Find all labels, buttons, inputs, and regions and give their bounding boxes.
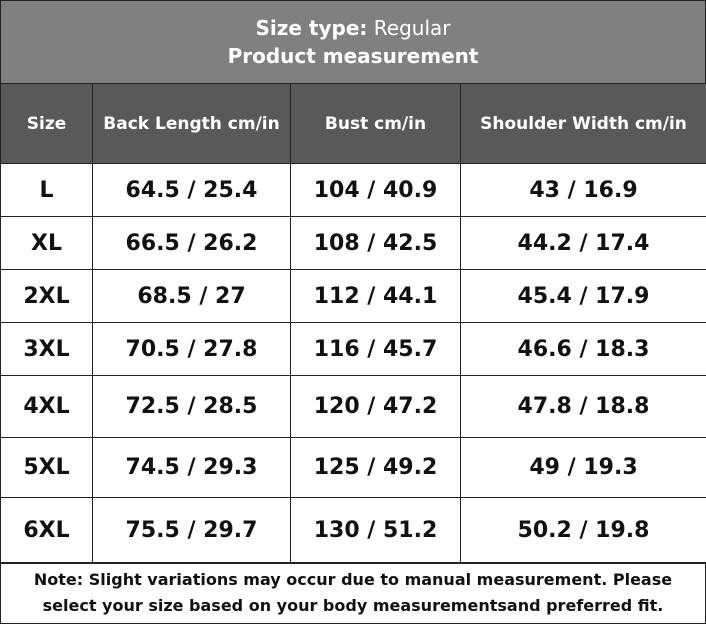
measurement-cell: 130 / 51.2 <box>290 497 461 564</box>
measurement-cell: 43 / 16.9 <box>460 163 706 217</box>
measurement-cell: 46.6 / 18.3 <box>460 322 706 376</box>
measurement-cell: 44.2 / 17.4 <box>460 216 706 270</box>
measurement-cell: 45.4 / 17.9 <box>460 269 706 323</box>
measurement-cell: 64.5 / 25.4 <box>92 163 291 217</box>
size-type-value: Regular <box>373 16 451 40</box>
measurement-cell: 68.5 / 27 <box>92 269 291 323</box>
size-cell: L <box>0 163 93 217</box>
size-cell: 5XL <box>0 437 93 498</box>
header-title: Product measurement <box>227 44 479 68</box>
size-cell: XL <box>0 216 93 270</box>
measurement-cell: 50.2 / 19.8 <box>460 497 706 564</box>
measurement-cell: 125 / 49.2 <box>290 437 461 498</box>
measurement-cell: 66.5 / 26.2 <box>92 216 291 270</box>
size-cell: 2XL <box>0 269 93 323</box>
measurement-cell: 72.5 / 28.5 <box>92 375 291 438</box>
measurement-cell: 75.5 / 29.7 <box>92 497 291 564</box>
measurement-cell: 49 / 19.3 <box>460 437 706 498</box>
column-header: Back Length cm/in <box>92 83 291 164</box>
measurement-cell: 70.5 / 27.8 <box>92 322 291 376</box>
header: Size type: Regular Product measurement <box>0 0 706 84</box>
measurement-cell: 112 / 44.1 <box>290 269 461 323</box>
size-cell: 3XL <box>0 322 93 376</box>
size-type-label: Size type: <box>255 16 368 40</box>
measurement-cell: 74.5 / 29.3 <box>92 437 291 498</box>
size-type: Size type: Regular <box>256 16 451 40</box>
measurement-cell: 120 / 47.2 <box>290 375 461 438</box>
column-header: Size <box>0 83 93 164</box>
measurement-cell: 116 / 45.7 <box>290 322 461 376</box>
size-cell: 6XL <box>0 497 93 564</box>
size-cell: 4XL <box>0 375 93 438</box>
measurement-cell: 104 / 40.9 <box>290 163 461 217</box>
measurement-cell: 108 / 42.5 <box>290 216 461 270</box>
column-header: Bust cm/in <box>290 83 461 164</box>
measurement-cell: 47.8 / 18.8 <box>460 375 706 438</box>
column-header: Shoulder Width cm/in <box>460 83 706 164</box>
note: Note: Slight variations may occur due to… <box>0 562 706 624</box>
